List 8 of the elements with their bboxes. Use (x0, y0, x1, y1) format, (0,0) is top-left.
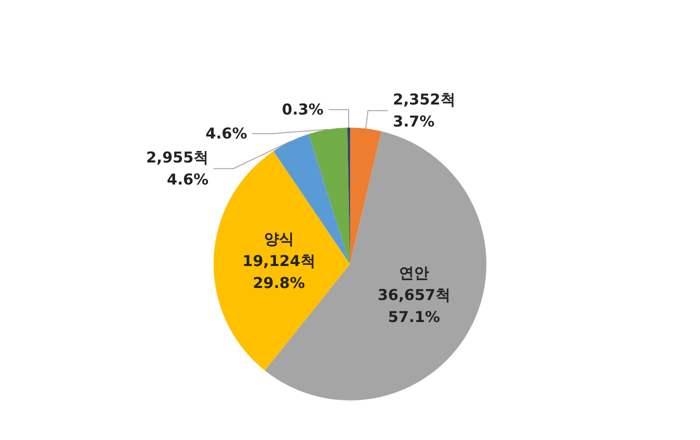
data-label: 19,124척 29.8% (242, 252, 316, 292)
data-label: 0.3% (282, 100, 324, 119)
data-label: 4.6% (206, 124, 248, 143)
slice-label: 양식 (264, 230, 294, 248)
data-label: 2,352척 3.7% (392, 90, 456, 131)
data-label: 2,955척 4.6% (146, 148, 209, 189)
slice-label: 연안 (399, 264, 430, 282)
data-label: 36,657척 57.1% (378, 286, 450, 326)
